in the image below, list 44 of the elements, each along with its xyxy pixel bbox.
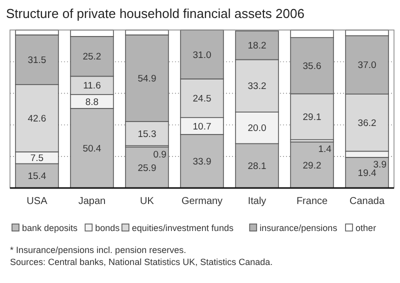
data-label: 10.7 [192,121,212,132]
data-label: 3.9 [373,160,386,171]
x-tick-label: Canada [350,196,385,207]
legend-label: equities/investment funds [132,223,234,233]
data-label: 36.2 [358,118,376,129]
data-label: 37.0 [358,60,376,72]
x-tick-label: USA [26,196,48,207]
x-tick-label: France [296,196,328,207]
data-label: 31.0 [192,50,212,61]
source-note: Sources: Central banks, National Statistics UK, Statistics Canada. [10,257,273,267]
data-label: 25.2 [82,52,102,63]
legend-label: insurance/pensions [260,223,338,233]
data-label: 29.1 [302,112,322,124]
data-label: 7.5 [30,153,44,164]
legend-label: bank deposits [22,223,78,233]
x-tick-label: UK [140,196,154,207]
data-label: 0.9 [153,149,166,160]
data-label: 33.9 [192,156,212,168]
data-label: 18.2 [248,40,266,52]
bar [290,142,334,188]
text: * Insurance/pensions incl. pension reserves. [10,245,186,255]
data-label: 19.4 [358,168,376,180]
data-label: 33.2 [248,81,266,92]
data-label: 20.0 [248,123,266,134]
data-label: 28.1 [248,161,266,172]
data-label: 15.3 [138,128,156,140]
data-label: 24.5 [192,94,212,105]
data-label: 50.4 [82,144,102,155]
x-tick-label: Japan [78,196,106,207]
data-label: 42.6 [28,114,46,125]
legend-label: bonds [95,223,120,233]
data-label: 8.8 [85,96,99,108]
data-label: 11.6 [83,80,101,92]
data-label: 1.4 [318,144,332,156]
data-label: 15.4 [28,171,46,182]
data-label: 35.6 [302,60,322,72]
x-tick-label: Italy [248,196,266,207]
data-label: 25.9 [138,162,156,174]
legend-label: other [356,223,376,233]
data-label: 29.2 [302,160,322,172]
data-label: 31.5 [28,55,46,66]
x-tick-label: Germany [181,196,223,207]
chart-title: Structure of private household financial assets 2006 [6,6,304,21]
data-label: 54.9 [138,74,156,85]
